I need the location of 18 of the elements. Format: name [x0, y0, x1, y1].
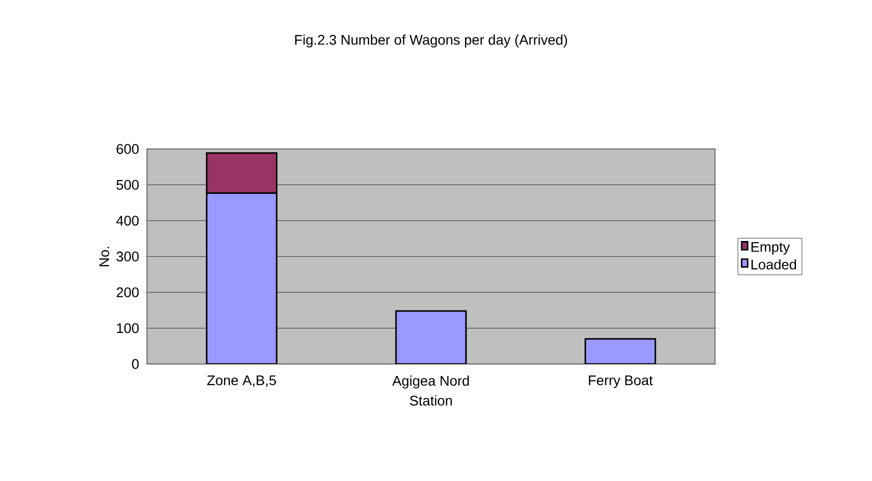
y-tick-label: 600: [116, 144, 139, 154]
y-tick-label: 100: [117, 323, 139, 334]
y-tick-label: 0: [132, 359, 139, 369]
x-axis-title: Station: [410, 395, 452, 406]
legend-label: Loaded: [752, 259, 796, 270]
y-tick-label: 400: [116, 216, 139, 226]
x-tick-label: Agigea Nord: [392, 376, 469, 389]
bar: [395, 310, 467, 364]
y-tick-label: 300: [116, 252, 139, 262]
legend-label: Empty: [752, 242, 790, 255]
x-tick-label: Zone A,B,5: [207, 376, 276, 387]
bar: [584, 338, 656, 364]
bar: [206, 192, 278, 364]
chart-title: Fig.2.3 Number of Wagons per day (Arrived): [295, 34, 568, 48]
y-axis-title: No.: [99, 246, 110, 266]
x-tick-label: Ferry Boat: [588, 376, 653, 388]
y-tick-label: 200: [116, 287, 139, 298]
y-tick-label: 500: [116, 180, 139, 190]
